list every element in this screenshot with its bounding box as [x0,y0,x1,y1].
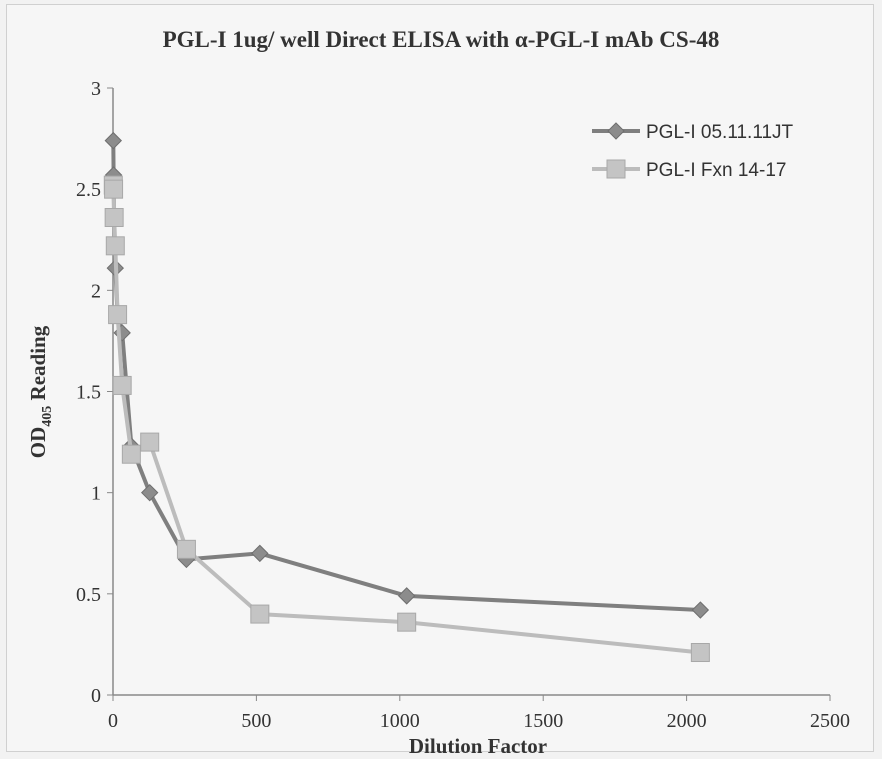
x-tick-label: 0 [108,710,118,732]
legend-label-series-1: PGL-I 05.11.11JT [646,122,794,143]
data-point-square [104,207,124,227]
series-line-1 [111,140,701,612]
data-point-square [140,432,160,452]
series-2 [103,175,710,663]
legend: PGL-I 05.11.11JT PGL-I Fxn 14-17 [592,122,794,181]
y-tick-label: 0 [91,685,101,707]
data-point-square [690,643,710,663]
data-point-diamond [397,587,416,605]
x-tick-label: 2500 [810,710,850,732]
y-tick-label: 0.5 [76,584,101,606]
y-tick-label: 2 [91,280,101,302]
y-tick-label: 3 [91,78,101,100]
series-line-2 [111,184,701,655]
y-tick-label: 1 [91,483,101,505]
x-tick-label: 1000 [380,710,420,732]
x-tick-label: 2000 [667,710,707,732]
x-axis-title: Dilution Factor [409,734,547,758]
data-point-diamond [251,544,269,563]
data-point-square [121,444,141,464]
legend-marker-square [606,159,626,179]
series-layer [103,131,710,663]
data-point-square [108,305,128,325]
legend-label-series-2: PGL-I Fxn 14-17 [646,160,786,181]
legend-item-series-2: PGL-I Fxn 14-17 [592,159,786,181]
data-point-square [176,539,196,559]
x-tick-label: 500 [241,710,271,732]
data-point-diamond [691,601,710,619]
data-point-diamond [141,483,159,502]
y-axis-title-main: OD [26,427,50,459]
y-axis-title-suffix: Reading [26,325,50,405]
data-point-diamond [104,131,122,150]
y-ticks: 0 0.5 1 1.5 2 2.5 3 [76,78,113,707]
data-point-square [250,604,270,624]
data-point-square [397,612,417,632]
data-point-square [105,236,125,256]
y-tick-label: 2.5 [76,179,101,201]
data-point-square [104,179,124,199]
data-point-square [112,375,132,395]
chart-title: PGL-I 1ug/ well Direct ELISA with α-PGL-… [163,27,720,52]
y-axis-title-sub: 405 [40,406,55,427]
y-axis-title: OD405 Reading [26,325,55,458]
legend-marker-diamond [607,122,625,140]
x-ticks: 0 500 1000 1500 2000 2500 [108,695,850,732]
legend-item-series-1: PGL-I 05.11.11JT [592,122,794,143]
x-tick-label: 1500 [523,710,563,732]
y-tick-label: 1.5 [76,382,101,404]
